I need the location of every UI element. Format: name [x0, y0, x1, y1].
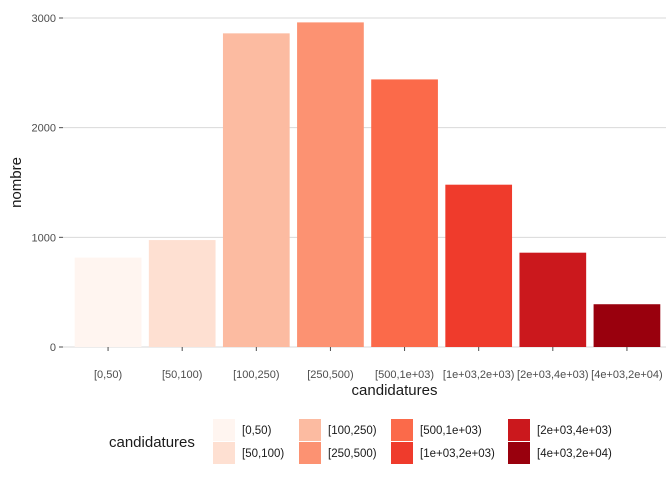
legend-label: [4e+03,2e+04)	[537, 448, 612, 460]
x-tick-label: [50,100)	[162, 369, 202, 381]
legend-key	[391, 442, 413, 464]
y-tick-label: 0	[50, 342, 56, 354]
bar	[593, 304, 661, 347]
legend-label: [500,1e+03)	[420, 425, 482, 437]
legend-label: [2e+03,4e+03)	[537, 425, 612, 437]
legend-title: candidatures	[109, 434, 195, 451]
legend-key	[213, 419, 235, 441]
x-tick-label: [4e+03,2e+04)	[591, 369, 663, 381]
legend-label: [0,50)	[242, 425, 272, 437]
legend-label: [1e+03,2e+03)	[420, 448, 495, 460]
y-axis-title: nombre	[8, 157, 25, 208]
y-axis-ticks: 0 1000 2000 3000	[32, 13, 63, 354]
legend: candidatures [0,50) [50,100) [100,250) [250…	[109, 419, 612, 464]
x-tick-label: [1e+03,2e+03)	[443, 369, 515, 381]
legend-label: [100,250)	[328, 425, 377, 437]
x-tick-label: [500,1e+03)	[375, 369, 434, 381]
x-axis-title: candidatures	[352, 382, 438, 399]
legend-key	[508, 419, 530, 441]
y-tick-label: 1000	[32, 232, 56, 244]
legend-label: [50,100)	[242, 448, 284, 460]
x-axis-ticks: [0,50) [50,100) [100,250) [250,500) [500,1e+…	[94, 347, 663, 381]
bar	[519, 252, 587, 347]
x-tick-label: [2e+03,4e+03)	[517, 369, 589, 381]
x-tick-label: [250,500)	[307, 369, 353, 381]
legend-key	[391, 419, 413, 441]
legend-label: [250,500)	[328, 448, 377, 460]
x-tick-label: [100,250)	[233, 369, 279, 381]
legend-key	[299, 442, 321, 464]
bar	[74, 257, 142, 347]
legend-key	[508, 442, 530, 464]
bar	[445, 184, 513, 347]
y-tick-label: 2000	[32, 123, 56, 135]
bars	[74, 22, 661, 348]
bar	[297, 22, 364, 348]
bar	[222, 33, 290, 347]
y-tick-label: 3000	[32, 13, 56, 25]
x-tick-label: [0,50)	[94, 369, 122, 381]
legend-key	[213, 442, 235, 464]
legend-key	[299, 419, 321, 441]
bar	[371, 79, 438, 347]
bar	[148, 240, 216, 347]
